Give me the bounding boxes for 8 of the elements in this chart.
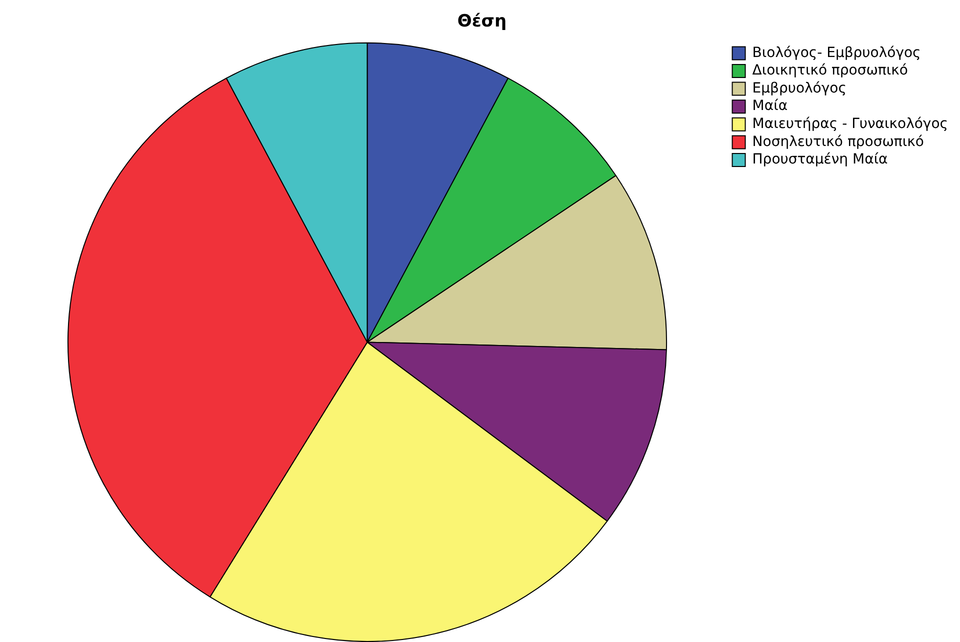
legend-label: Προυσταμένη Μαία: [752, 152, 888, 168]
legend-label: Μαία: [752, 98, 788, 114]
legend-label: Διοικητικό προσωπικό: [752, 62, 908, 79]
legend-label: Μαιευτήρας - Γυναικολόγος: [752, 116, 948, 132]
legend-label: Νοσηλευτικό προσωπικό: [752, 134, 924, 150]
legend-label: Βιολόγος- Εμβρυολόγος: [752, 44, 921, 61]
legend-label: Εμβρυολόγος: [752, 80, 846, 96]
chart-title: Θέση: [457, 12, 507, 32]
